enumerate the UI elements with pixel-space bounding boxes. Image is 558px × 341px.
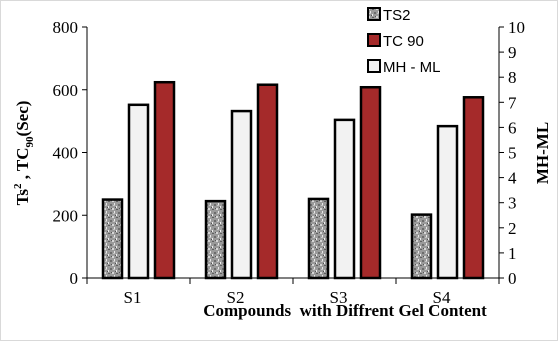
right-tick-label: 5	[508, 144, 517, 163]
left-axis-title-mid: , TC	[13, 147, 32, 183]
x-tick-label: S1	[124, 288, 142, 307]
legend-label-tc-90: TC 90	[383, 33, 424, 50]
legend-swatch-tc-90	[367, 33, 381, 47]
legend-label-ts2: TS2	[383, 7, 411, 24]
left-tick-label: 800	[53, 18, 79, 37]
legend-swatch-ts2	[367, 7, 381, 21]
right-axis-title: MH-ML	[533, 122, 552, 184]
right-tick-label: 4	[508, 169, 517, 188]
x-tick-label: S3	[330, 288, 348, 307]
bar-tc-90-s1	[153, 80, 176, 280]
bar-ts2-s3	[307, 197, 330, 280]
left-axis-title-sub: 90	[24, 136, 36, 148]
bar-mh-ml-s3	[333, 118, 356, 280]
bar-tc-90-s4	[462, 96, 485, 280]
legend-swatch-mh-ml	[367, 59, 381, 73]
left-axis-title: Ts2 , TC90(Sec)	[12, 101, 36, 206]
bar-ts2-s1	[101, 198, 124, 280]
legend-label-mh-ml: MH - ML	[383, 59, 441, 76]
x-tick-label: S2	[227, 288, 245, 307]
right-tick-label: 10	[508, 18, 525, 37]
bar-ts2-s4	[410, 213, 433, 280]
left-tick-label: 0	[70, 269, 79, 288]
right-tick-label: 0	[508, 269, 517, 288]
bar-tc-90-s2	[256, 83, 279, 280]
right-tick-label: 2	[508, 219, 517, 238]
x-tick-label: S4	[433, 288, 451, 307]
left-tick-label: 400	[53, 144, 79, 163]
bar-mh-ml-s4	[436, 124, 459, 280]
right-tick-label: 8	[508, 68, 517, 87]
right-tick-label: 9	[508, 43, 517, 62]
bar-mh-ml-s1	[127, 103, 150, 280]
left-tick-label: 600	[53, 81, 79, 100]
left-axis-title-sup: 2	[12, 183, 24, 189]
right-tick-label: 6	[508, 118, 517, 137]
bar-mh-ml-s2	[230, 109, 253, 280]
bar-tc-90-s3	[359, 85, 382, 280]
bar-ts2-s2	[204, 199, 227, 280]
right-tick-label: 7	[508, 93, 517, 112]
left-axis-title-end: (Sec)	[13, 101, 32, 137]
right-tick-label: 3	[508, 194, 517, 213]
right-tick-label: 1	[508, 244, 517, 263]
left-axis-title-main: Ts	[13, 189, 32, 206]
left-tick-label: 200	[53, 206, 79, 225]
x-axis-title: Compounds with Diffrent Gel Content	[203, 301, 487, 320]
